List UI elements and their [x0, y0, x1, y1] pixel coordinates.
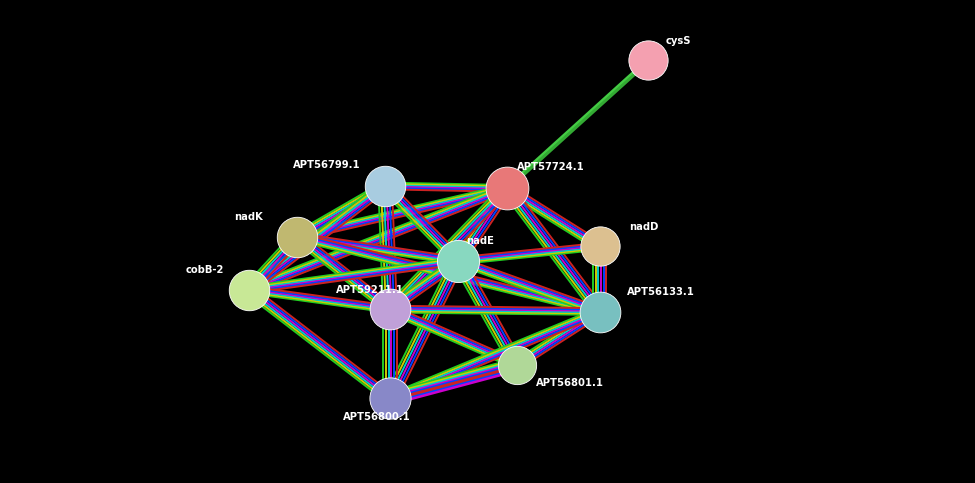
Point	[290, 233, 305, 241]
Text: nadD: nadD	[629, 222, 658, 232]
Text: nadK: nadK	[234, 212, 262, 222]
Point	[382, 395, 398, 402]
Text: APT56799.1: APT56799.1	[292, 160, 360, 170]
Text: APT57724.1: APT57724.1	[517, 162, 584, 172]
Point	[641, 57, 656, 64]
Point	[592, 242, 607, 250]
Point	[509, 361, 525, 369]
Point	[241, 286, 256, 294]
Point	[592, 308, 607, 315]
Text: APT59211.1: APT59211.1	[336, 284, 405, 295]
Text: APT56133.1: APT56133.1	[627, 287, 695, 297]
Point	[499, 185, 515, 192]
Text: nadE: nadE	[466, 236, 494, 246]
Text: cysS: cysS	[666, 36, 691, 46]
Text: cobB-2: cobB-2	[185, 265, 223, 275]
Point	[377, 182, 393, 190]
Text: APT56800.1: APT56800.1	[343, 412, 410, 422]
Point	[450, 257, 466, 265]
Text: APT56801.1: APT56801.1	[536, 378, 604, 388]
Point	[382, 305, 398, 313]
